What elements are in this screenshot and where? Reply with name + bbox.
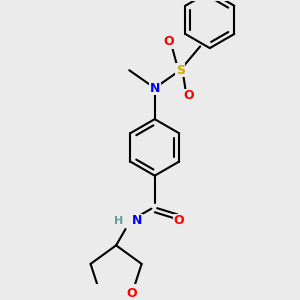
Text: O: O (174, 214, 184, 227)
Text: O: O (183, 89, 194, 102)
Text: N: N (149, 82, 160, 94)
Text: N: N (132, 214, 142, 227)
Text: H: H (114, 216, 124, 226)
Text: S: S (176, 64, 185, 77)
Text: O: O (127, 287, 137, 300)
Text: O: O (164, 35, 174, 49)
